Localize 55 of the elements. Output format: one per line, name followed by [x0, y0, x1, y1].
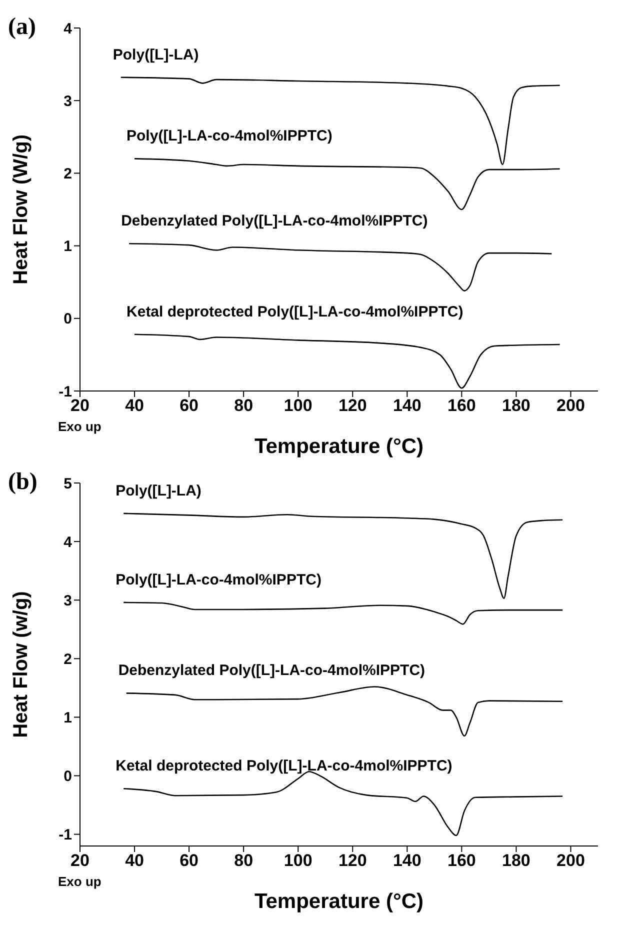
y-tick-label: 4: [64, 534, 73, 551]
series-label: Debenzylated Poly([L]-LA-co-4mol%IPPTC): [118, 662, 426, 680]
line-series: [120, 76, 560, 166]
x-tick-label: 40: [125, 851, 144, 870]
y-tick-label: 2: [64, 166, 72, 183]
series-label: Poly([L]-LA): [116, 482, 202, 500]
line-series: [134, 334, 560, 389]
y-tick-label: -1: [58, 383, 72, 400]
text: Exo up: [58, 419, 102, 434]
x-axis-title: Temperature (°C): [254, 435, 424, 458]
line-series: [122, 602, 564, 625]
y-tick-label: -1: [58, 826, 72, 844]
series-label: Debenzylated Poly([L]-LA-co-4mol%IPPTC): [121, 212, 428, 230]
x-tick-label: 140: [392, 396, 422, 416]
text: Exo up: [58, 874, 102, 889]
y-tick-label: 1: [64, 238, 72, 256]
y-axis-title: Heat Flow (W/g): [10, 134, 32, 284]
series-label: Poly([L]-LA-co-4mol%IPPTC): [126, 128, 332, 145]
y-tick-label: 5: [64, 475, 72, 492]
x-axis-title: Temperature (°C): [254, 890, 424, 913]
x-tick-label: 80: [234, 851, 254, 870]
y-tick-label: 3: [64, 92, 72, 110]
x-tick-label: 60: [180, 851, 199, 870]
y-tick-label: 3: [64, 592, 72, 610]
x-tick-label: 180: [502, 851, 530, 870]
x-tick-label: 120: [338, 396, 367, 416]
series-label: Ketal deprotected Poly([L]-LA-co-4mol%IPPTC): [116, 758, 452, 775]
x-tick-label: 160: [447, 396, 476, 416]
y-axis-title: Heat Flow (w/g): [10, 591, 32, 738]
y-tick-label: 2: [64, 650, 72, 668]
x-tick-label: 100: [284, 851, 312, 870]
x-tick-label: 20: [70, 396, 90, 416]
x-tick-label: 200: [556, 851, 585, 870]
series-label: Poly([L]-LA-co-4mol%IPPTC): [116, 571, 322, 588]
line-series: [134, 158, 560, 210]
x-tick-label: 120: [338, 851, 367, 870]
x-tick-label: 100: [284, 396, 312, 416]
y-tick-label: 1: [64, 710, 72, 727]
x-tick-label: 80: [234, 396, 254, 416]
x-tick-label: 160: [447, 851, 476, 870]
series-label: Poly([L]-LA): [112, 46, 199, 64]
x-tick-label: 200: [556, 396, 585, 416]
chart-title: (b): [8, 469, 38, 496]
line-series: [126, 686, 564, 737]
series-label: Ketal deprotected Poly([L]-LA-co-4mol%IPPTC): [126, 303, 464, 320]
y-tick-label: 4: [64, 20, 73, 38]
x-tick-label: 60: [180, 396, 199, 416]
x-tick-label: 180: [502, 396, 530, 416]
y-tick-label: 0: [64, 768, 72, 786]
chart-title: (a): [8, 14, 36, 41]
x-tick-label: 140: [392, 851, 422, 870]
x-tick-label: 20: [70, 851, 90, 870]
x-tick-label: 40: [125, 396, 144, 416]
line-series: [128, 242, 552, 292]
y-tick-label: 0: [64, 310, 72, 328]
